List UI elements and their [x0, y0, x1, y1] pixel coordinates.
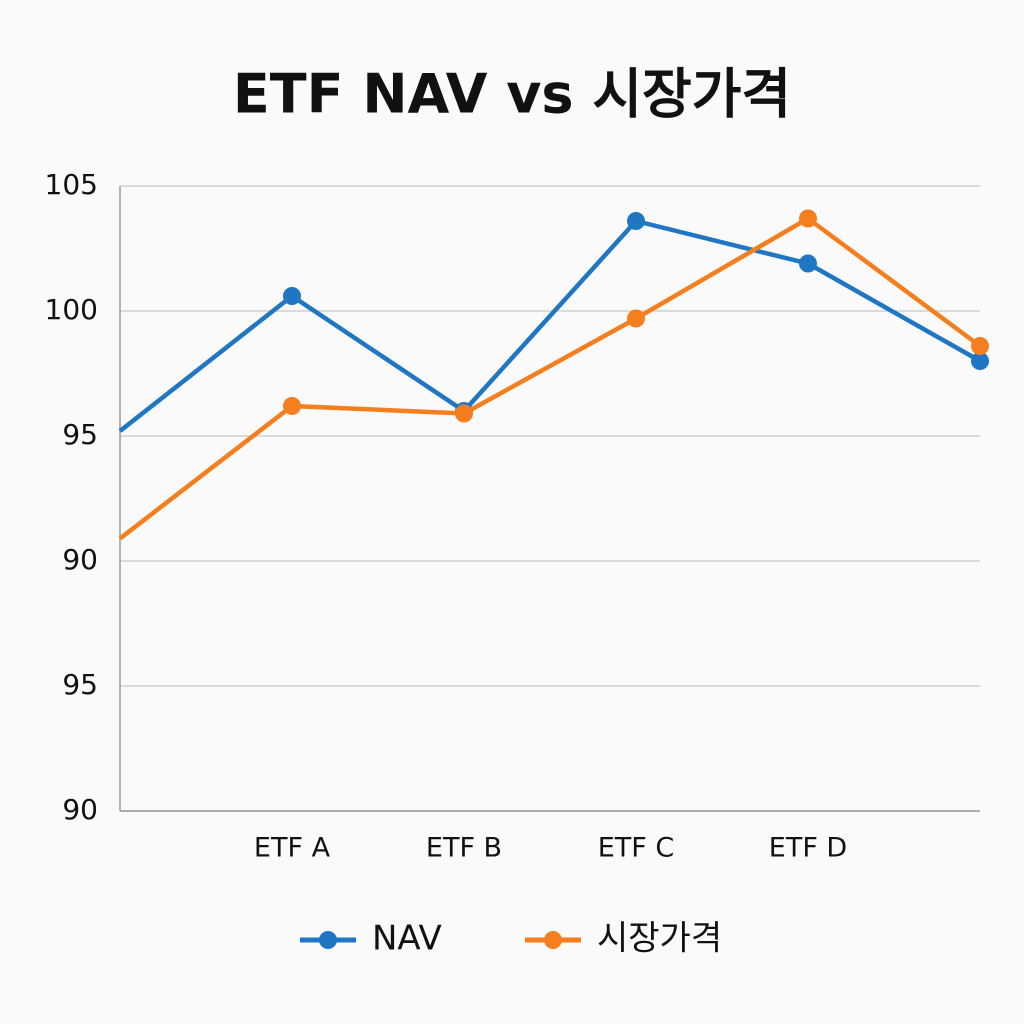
y-tick-label: 95 — [62, 668, 98, 701]
point-marker — [627, 309, 645, 328]
y-tick-label: 105 — [45, 168, 98, 201]
point-marker — [283, 397, 301, 415]
chart-title: ETF NAV vs 시장가격 — [233, 63, 791, 126]
x-tick-label: ETF C — [598, 833, 675, 864]
point-marker — [627, 212, 645, 230]
legend-label: 시장가격 — [597, 919, 722, 959]
y-tick-label: 90 — [62, 793, 98, 826]
legend-label: NAV — [372, 919, 442, 959]
y-tick-label: 100 — [45, 293, 98, 326]
x-tick-label: ETF B — [426, 833, 502, 864]
y-tick-label: 95 — [62, 418, 98, 451]
x-tick-label: ETF A — [254, 833, 331, 864]
point-marker — [799, 254, 817, 273]
series-line — [118, 218, 982, 433]
point-marker — [971, 352, 989, 370]
series-line — [118, 216, 982, 541]
legend-marker — [319, 931, 337, 949]
point-marker — [283, 287, 301, 305]
legend-marker — [544, 931, 562, 949]
point-marker — [799, 209, 817, 228]
x-tick-label: ETF D — [769, 833, 847, 864]
y-tick-label: 90 — [62, 543, 98, 576]
point-marker — [971, 337, 989, 355]
point-marker — [455, 404, 473, 423]
